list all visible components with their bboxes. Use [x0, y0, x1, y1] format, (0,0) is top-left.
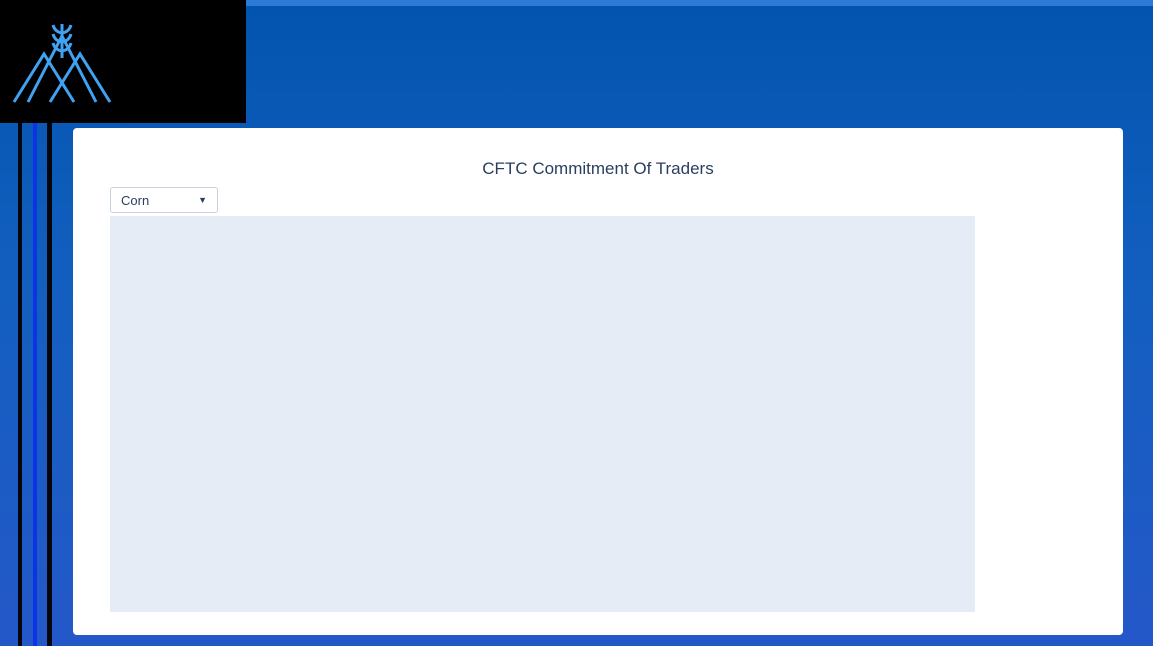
- top-accent-band: [246, 0, 1153, 6]
- plot-area[interactable]: [110, 216, 975, 612]
- commodity-dropdown[interactable]: Corn ▼: [110, 187, 218, 213]
- mountain-wheat-logo-icon: [12, 24, 112, 103]
- plot-svg: [110, 216, 975, 612]
- dropdown-arrow-icon: ▼: [198, 195, 207, 205]
- dropdown-selected-value: Corn: [121, 192, 150, 208]
- chart-card: CFTC Commitment Of Traders Corn ▼: [73, 128, 1123, 635]
- vertical-stripe-blue: [33, 0, 37, 646]
- vertical-stripe-black-left: [18, 0, 22, 646]
- vertical-stripe-black-right: [47, 0, 52, 646]
- brand-logo[interactable]: [0, 0, 246, 123]
- chart-title: CFTC Commitment Of Traders: [482, 159, 714, 178]
